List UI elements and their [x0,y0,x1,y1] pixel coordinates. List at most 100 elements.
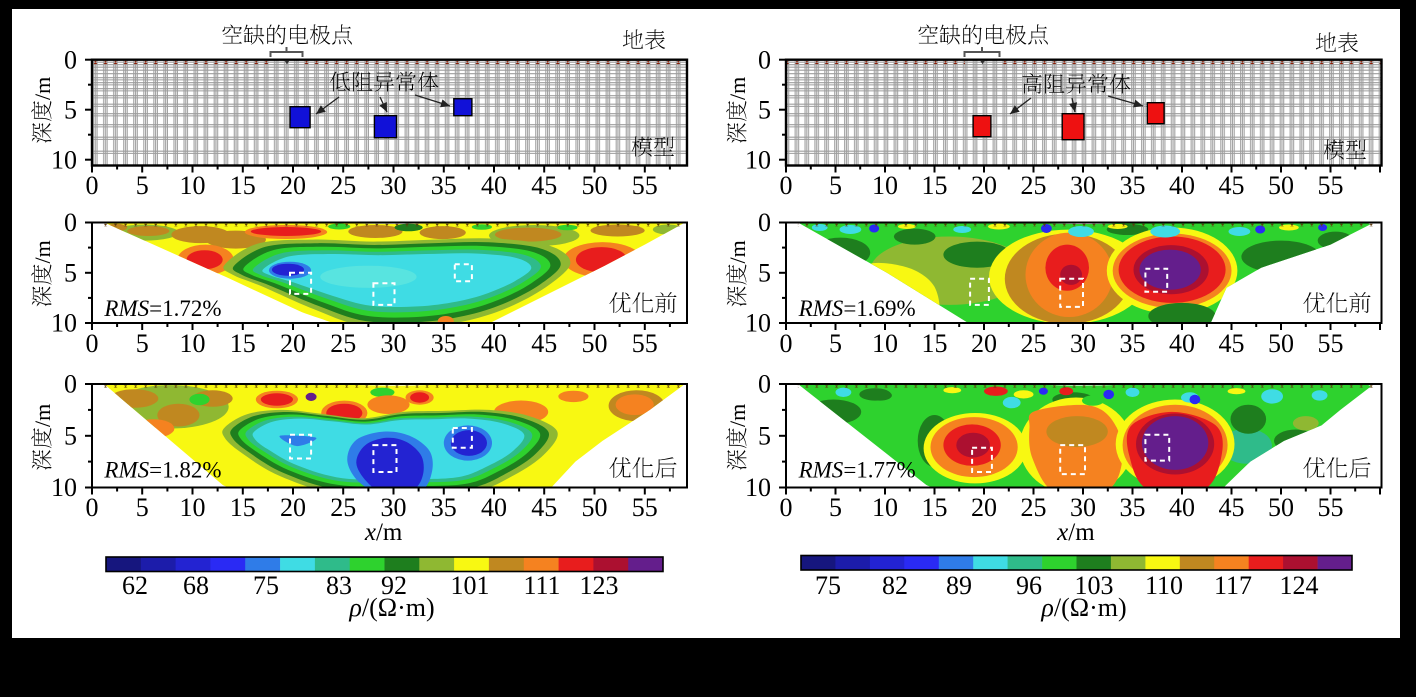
svg-text:5: 5 [64,421,77,450]
svg-text:20: 20 [971,329,997,358]
svg-text:82: 82 [882,571,908,600]
svg-text:10: 10 [180,493,206,522]
svg-text:50: 50 [582,329,608,358]
svg-text:124: 124 [1280,571,1319,600]
svg-text:20: 20 [971,171,997,200]
svg-text:5: 5 [64,95,77,124]
svg-text:5: 5 [136,329,149,358]
svg-text:110: 110 [1145,571,1183,600]
svg-text:45: 45 [1219,329,1245,358]
svg-text:30: 30 [381,171,407,200]
svg-text:ρ/(Ω·m): ρ/(Ω·m) [348,593,434,622]
svg-text:5: 5 [758,95,771,124]
svg-text:45: 45 [1219,171,1245,200]
svg-text:/m: /m [725,240,750,263]
svg-text:0: 0 [64,370,77,399]
svg-text:55: 55 [1318,493,1344,522]
svg-text:20: 20 [280,171,306,200]
svg-text:50: 50 [582,171,608,200]
svg-text:40: 40 [481,329,507,358]
svg-text:40: 40 [1169,171,1195,200]
svg-text:45: 45 [1219,493,1245,522]
svg-text:40: 40 [481,493,507,522]
svg-text:25: 25 [330,329,356,358]
svg-text:/m: /m [30,77,55,100]
svg-text:5: 5 [829,171,842,200]
svg-text:40: 40 [481,171,507,200]
svg-text:40: 40 [1169,493,1195,522]
svg-text:55: 55 [1318,171,1344,200]
svg-text:50: 50 [582,493,608,522]
svg-text:75: 75 [253,571,279,600]
svg-text:101: 101 [451,571,490,600]
svg-text:62: 62 [122,571,148,600]
svg-text:35: 35 [431,171,457,200]
svg-text:89: 89 [946,571,972,600]
svg-text:10: 10 [872,171,898,200]
svg-text:45: 45 [531,329,557,358]
svg-text:x/m: x/m [1056,519,1095,546]
svg-text:68: 68 [183,571,209,600]
svg-text:0: 0 [64,208,77,237]
svg-text:0: 0 [86,493,99,522]
svg-text:55: 55 [632,171,658,200]
svg-text:10: 10 [872,493,898,522]
svg-text:15: 15 [922,171,948,200]
svg-text:35: 35 [1120,329,1146,358]
svg-text:55: 55 [1318,329,1344,358]
svg-text:45: 45 [531,171,557,200]
svg-text:15: 15 [922,329,948,358]
svg-text:10: 10 [51,309,77,338]
svg-text:10: 10 [180,171,206,200]
svg-text:25: 25 [330,171,356,200]
svg-text:x/m: x/m [364,519,403,546]
svg-text:RMS=1.77%: RMS=1.77% [798,458,916,483]
svg-text:96: 96 [1016,571,1042,600]
svg-text:ρ/(Ω·m): ρ/(Ω·m) [1040,593,1126,622]
svg-text:55: 55 [632,493,658,522]
svg-text:5: 5 [758,421,771,450]
svg-text:0: 0 [758,45,771,74]
svg-text:15: 15 [230,493,256,522]
svg-text:25: 25 [1021,171,1047,200]
svg-text:RMS=1.69%: RMS=1.69% [798,296,916,321]
svg-text:0: 0 [758,208,771,237]
svg-text:83: 83 [326,571,352,600]
svg-text:92: 92 [381,571,407,600]
svg-text:10: 10 [51,473,77,502]
svg-text:25: 25 [1021,493,1047,522]
svg-text:111: 111 [523,571,560,600]
svg-text:35: 35 [431,493,457,522]
svg-text:/m: /m [725,404,750,427]
svg-text:0: 0 [758,370,771,399]
svg-text:25: 25 [1021,329,1047,358]
svg-text:10: 10 [872,329,898,358]
svg-text:/m: /m [30,404,55,427]
svg-text:50: 50 [1268,329,1294,358]
svg-text:0: 0 [86,329,99,358]
svg-text:10: 10 [745,473,771,502]
svg-text:15: 15 [922,493,948,522]
svg-text:0: 0 [86,171,99,200]
svg-text:0: 0 [64,45,77,74]
svg-text:5: 5 [758,258,771,287]
svg-text:20: 20 [280,493,306,522]
svg-text:0: 0 [780,493,793,522]
svg-text:5: 5 [136,171,149,200]
svg-text:35: 35 [431,329,457,358]
svg-text:50: 50 [1268,493,1294,522]
svg-text:55: 55 [632,329,658,358]
svg-text:35: 35 [1120,171,1146,200]
svg-text:20: 20 [280,329,306,358]
svg-text:15: 15 [230,329,256,358]
svg-text:0: 0 [780,171,793,200]
svg-text:0: 0 [780,329,793,358]
svg-text:5: 5 [136,493,149,522]
svg-text:75: 75 [815,571,841,600]
svg-text:10: 10 [745,309,771,338]
svg-text:20: 20 [971,493,997,522]
svg-text:5: 5 [64,258,77,287]
svg-text:/m: /m [30,240,55,263]
svg-text:30: 30 [381,329,407,358]
svg-text:117: 117 [1214,571,1252,600]
